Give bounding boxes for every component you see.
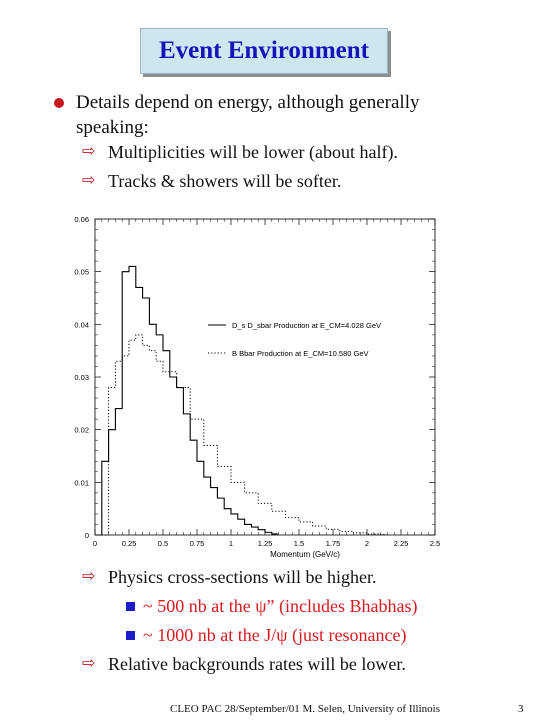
red-sub-item-text: ~ 1000 nb at the J/ψ (just resonance) — [143, 625, 407, 645]
legend-label-b: B Bbar Production at E_CM=10.580 GeV — [232, 349, 369, 358]
bullet-dot-icon — [54, 98, 64, 108]
x-tick-label: 2.25 — [394, 539, 409, 548]
x-tick-label: 1 — [229, 539, 233, 548]
x-tick-label: 0.25 — [122, 539, 137, 548]
main-bullet-text: Details depend on energy, although gener… — [76, 92, 420, 138]
sub-item: ⇨ Multiplicities will be lower (about ha… — [82, 140, 398, 164]
footer-text: CLEO PAC 28/September/01 M. Selen, Unive… — [170, 703, 440, 715]
hollow-arrow-icon: ⇨ — [82, 143, 96, 160]
sub-item-text: Physics cross-sections will be higher. — [108, 567, 377, 587]
sub-item: ⇨ Tracks & showers will be softer. — [82, 169, 341, 193]
y-tick-label: 0.04 — [74, 320, 89, 329]
legend-label-ds: D_s D_sbar Production at E_CM=4.028 GeV — [232, 321, 381, 330]
page-number: 3 — [518, 703, 524, 715]
plot-frame — [94, 218, 436, 536]
hollow-arrow-icon: ⇨ — [82, 568, 96, 585]
x-tick-label: 0 — [93, 539, 97, 548]
y-tick-label: 0.06 — [74, 215, 89, 224]
y-tick-label: 0.02 — [74, 426, 89, 435]
sub-item-text: Relative backgrounds rates will be lower… — [108, 654, 406, 674]
x-tick-label: 2 — [365, 539, 369, 548]
red-sub-item-text: ~ 500 nb at the ψ” (includes Bhabhas) — [143, 596, 418, 616]
sub-item-text: Multiplicities will be lower (about half… — [108, 142, 398, 162]
sub-item: ⇨ Relative backgrounds rates will be low… — [82, 652, 406, 676]
blue-square-icon — [126, 601, 135, 611]
sub-item-text: Tracks & showers will be softer. — [108, 171, 342, 191]
x-tick-label: 1.75 — [326, 539, 341, 548]
series-b-bbar-line — [95, 334, 387, 536]
x-tick-label: 2.5 — [430, 539, 440, 548]
blue-square-icon — [126, 630, 135, 640]
chart-legend: D_s D_sbar Production at E_CM=4.028 GeV B… — [208, 321, 381, 358]
x-tick-label: 0.5 — [158, 539, 168, 548]
y-tick-label: 0.01 — [74, 478, 89, 487]
chart-series — [95, 265, 387, 536]
y-tick-label: 0 — [85, 531, 89, 540]
sub-item: ⇨ Physics cross-sections will be higher. — [82, 565, 376, 589]
momentum-spectrum-chart: 0 0.25 0.5 0.75 1 1.25 1.5 1.75 2 2.25 2.5 0 0.01 0.0… — [74, 215, 440, 559]
y-tick-label: 0.05 — [74, 268, 89, 277]
x-tick-label: 1.5 — [294, 539, 304, 548]
red-sub-item: ~ 1000 nb at the J/ψ (just resonance) — [126, 623, 406, 647]
chart-ticks: 0 0.25 0.5 0.75 1 1.25 1.5 1.75 2 2.25 2.5 0 0.01 0.0… — [74, 215, 440, 548]
slide-title: Event Environment — [159, 37, 369, 64]
x-axis-label: Momentum (GeV/c) — [270, 550, 340, 559]
chart-axes — [94, 218, 436, 536]
hollow-arrow-icon: ⇨ — [82, 172, 96, 189]
slide-title-box: Event Environment — [140, 28, 388, 74]
series-ds-dsbar-line — [95, 265, 278, 536]
x-tick-label: 0.75 — [190, 539, 205, 548]
red-sub-item: ~ 500 nb at the ψ” (includes Bhabhas) — [126, 594, 417, 618]
x-tick-label: 1.25 — [258, 539, 273, 548]
y-tick-label: 0.03 — [74, 373, 89, 382]
hollow-arrow-icon: ⇨ — [82, 655, 96, 672]
